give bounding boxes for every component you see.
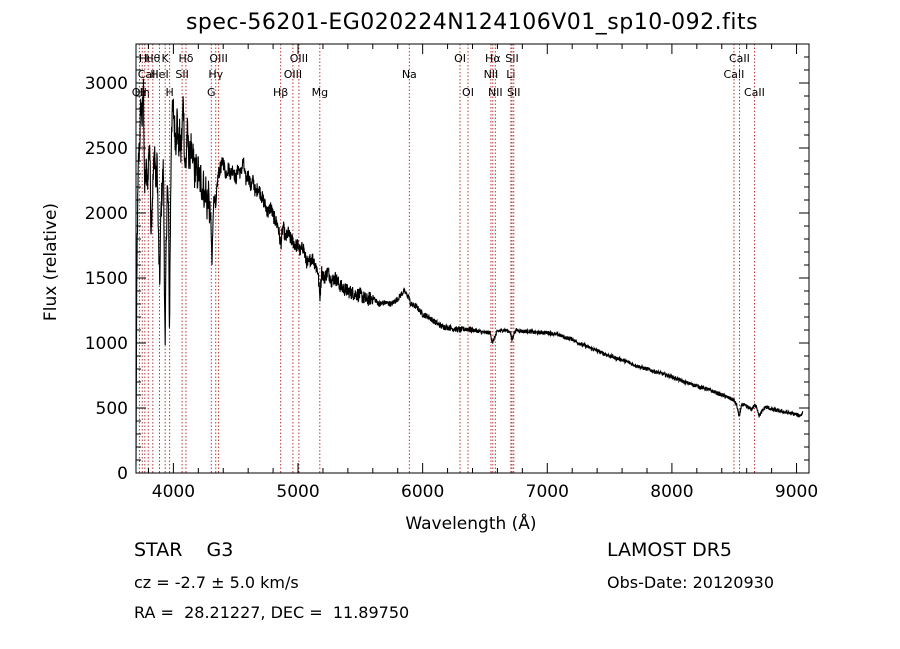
y-tick-label: 2500 [85,139,128,159]
x-tick-label: 8000 [650,482,693,502]
y-tick-label: 500 [96,399,128,419]
y-tick-label: 3000 [85,74,128,94]
line-marker-label: OI [462,86,474,99]
x-tick-label: 5000 [276,482,319,502]
line-marker-label: SII [507,86,520,99]
plot-frame [135,43,810,474]
line-marker-label: NII [484,68,499,81]
line-marker-label: CaII [724,68,745,81]
line-marker-label: Mg [312,86,328,99]
survey-name: LAMOST DR5 [607,539,732,561]
line-marker-label: CaII [138,68,159,81]
line-marker-label: NII [488,86,503,99]
line-marker-label: SII [175,68,188,81]
line-marker-label: K [162,52,170,65]
line-marker-label: Na [402,68,417,81]
observation-date: Obs-Date: 20120930 [607,573,775,592]
line-marker-label: H [166,86,174,99]
line-marker-label: CaII [729,52,750,65]
y-axis-label: Flux (relative) [41,203,61,321]
x-tick-label: 6000 [401,482,444,502]
x-axis-label: Wavelength (Å) [405,512,536,534]
line-marker-label: OIII [209,52,227,65]
spectrum-series [135,78,804,466]
line-marker-label: Li [506,68,515,81]
line-marker-label: Hδ [178,52,193,65]
object-class: STAR G3 [134,539,234,561]
line-markers: OIIHηHιCaIIHθHeIKHSIIHδGHγOIIIHβOIIIOIII… [132,44,765,473]
y-tick-label: 0 [117,464,128,484]
line-marker-label: Hγ [208,68,223,81]
y-tick-label: 2000 [85,204,128,224]
x-tick-label: 7000 [526,482,569,502]
y-tick-label: 1500 [85,269,128,289]
x-tick-label: 4000 [152,482,195,502]
line-marker-label: Hβ [273,86,288,99]
line-marker-label: OIII [290,52,308,65]
line-marker-label: G [207,86,216,99]
chart-title: spec-56201-EG020224N124106V01_sp10-092.f… [185,10,759,35]
line-marker-label: HeI [150,68,168,81]
y-tick-label: 1000 [85,334,128,354]
x-tick-label: 9000 [775,482,818,502]
line-marker-label: Hθ [145,52,160,65]
redshift-line: cz = -2.7 ± 5.0 km/s [134,573,299,592]
axes: 4000 5000 6000 7000 8000 9000 0 500 1000 1500 2000… [85,44,818,502]
line-marker-label: OI [454,52,466,65]
line-marker-label: CaII [744,86,765,99]
line-marker-label: OIII [284,68,302,81]
line-marker-label: SII [505,52,518,65]
line-marker-label: Hα [485,52,501,65]
coordinates-line: RA = 28.21227, DEC = 11.89750 [134,603,410,622]
